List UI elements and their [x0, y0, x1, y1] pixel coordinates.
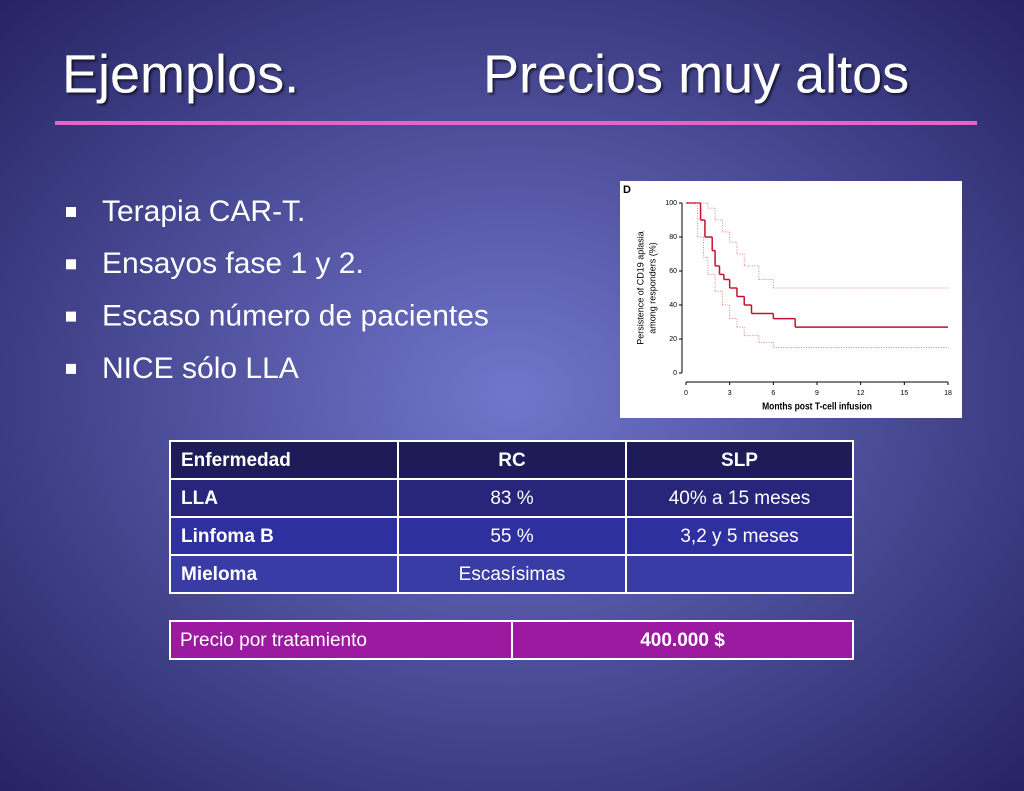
y-tick-label: 80 — [669, 234, 677, 241]
table-cell-text: Enfermedad — [181, 450, 291, 471]
y-tick-label: 40 — [669, 302, 677, 309]
title-rule — [55, 121, 977, 125]
x-tick-label: 18 — [944, 390, 952, 397]
table-cell — [397, 440, 627, 480]
bullet-text: Escaso número de pacientes — [102, 300, 489, 333]
bullet-text: Terapia CAR-T. — [102, 195, 305, 228]
table-cell-text: 55 % — [490, 526, 533, 547]
x-axis-label: Months post T-cell infusion — [762, 401, 872, 412]
table-cell — [169, 554, 399, 594]
bullet-marker — [66, 311, 76, 322]
y-axis-label: among responders (%) — [647, 242, 657, 334]
x-tick-label: 9 — [815, 390, 819, 397]
bullet-marker — [66, 259, 76, 270]
table-cell — [397, 478, 627, 518]
figure-panel — [620, 181, 962, 418]
table-cell — [169, 440, 399, 480]
bullet-text: NICE sólo LLA — [102, 352, 299, 385]
x-tick-label: 15 — [900, 390, 908, 397]
table-cell-text: LLA — [181, 488, 218, 509]
x-tick-label: 3 — [728, 390, 732, 397]
table-cell-text: 40% a 15 meses — [669, 488, 811, 509]
y-axis-label: Persistence of CD19 aplasia — [635, 231, 645, 345]
y-tick-label: 60 — [669, 268, 677, 275]
bullet-text: Ensayos fase 1 y 2. — [102, 247, 364, 280]
price-cell-text: Precio por tratamiento — [180, 630, 367, 651]
table-cell-text: Mieloma — [181, 564, 257, 585]
title-left: Ejemplos. — [62, 44, 299, 104]
x-tick-label: 0 — [684, 390, 688, 397]
bullet-marker — [66, 207, 76, 217]
table-cell-text: 83 % — [490, 488, 533, 509]
x-tick-label: 6 — [771, 390, 775, 397]
title-right: Precios muy altos — [483, 44, 909, 104]
table-cell — [625, 478, 854, 518]
table-cell — [169, 516, 399, 556]
panel-label: D — [623, 184, 631, 196]
table-cell — [625, 516, 854, 556]
price-cell-text: 400.000 $ — [640, 630, 725, 651]
x-tick-label: 12 — [857, 390, 865, 397]
table-cell — [625, 554, 854, 594]
price-cell — [169, 620, 513, 660]
y-tick-label: 20 — [669, 336, 677, 343]
table-cell — [625, 440, 854, 480]
bullet-marker — [66, 363, 76, 374]
table-cell — [397, 554, 627, 594]
table-cell-text: SLP — [721, 450, 758, 471]
table-cell-text: Linfoma B — [181, 526, 274, 547]
table-cell-text: 3,2 y 5 meses — [680, 526, 798, 547]
y-tick-label: 0 — [673, 370, 677, 377]
table-cell-text: RC — [498, 450, 526, 471]
table-cell — [169, 478, 399, 518]
y-tick-label: 100 — [665, 200, 677, 207]
price-cell — [511, 620, 854, 660]
table-cell-text: Escasísimas — [459, 564, 566, 585]
